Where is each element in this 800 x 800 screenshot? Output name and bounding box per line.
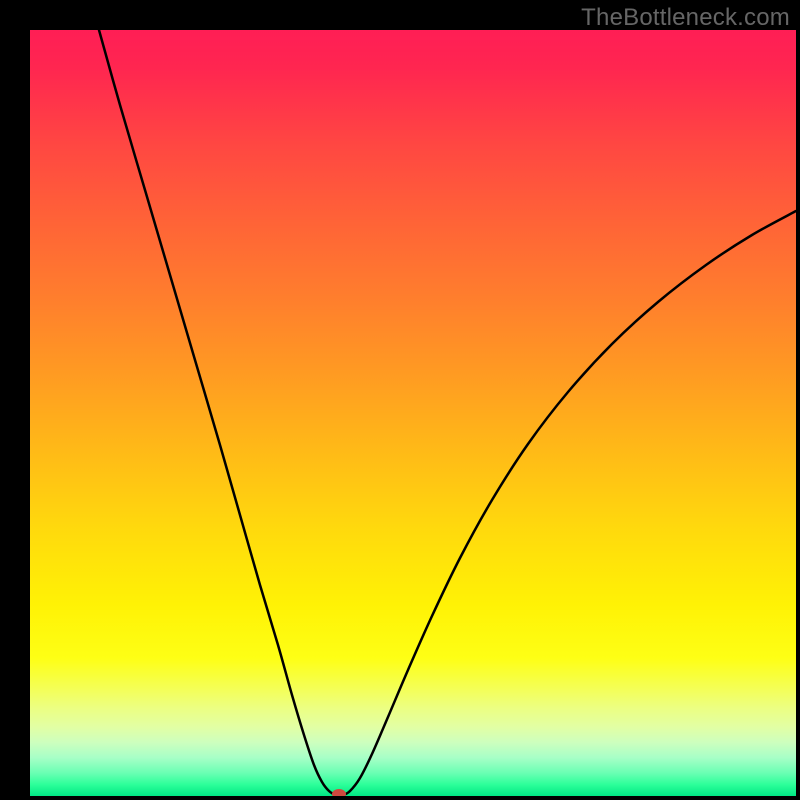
frame-border-right [796,30,800,800]
frame-border-bottom [30,796,800,800]
chart-frame: TheBottleneck.com [0,0,800,800]
bottleneck-curve [30,30,796,796]
frame-border-left [0,0,30,800]
plot-area [30,30,796,796]
optimum-marker [332,789,346,796]
watermark-text: TheBottleneck.com [581,4,790,32]
